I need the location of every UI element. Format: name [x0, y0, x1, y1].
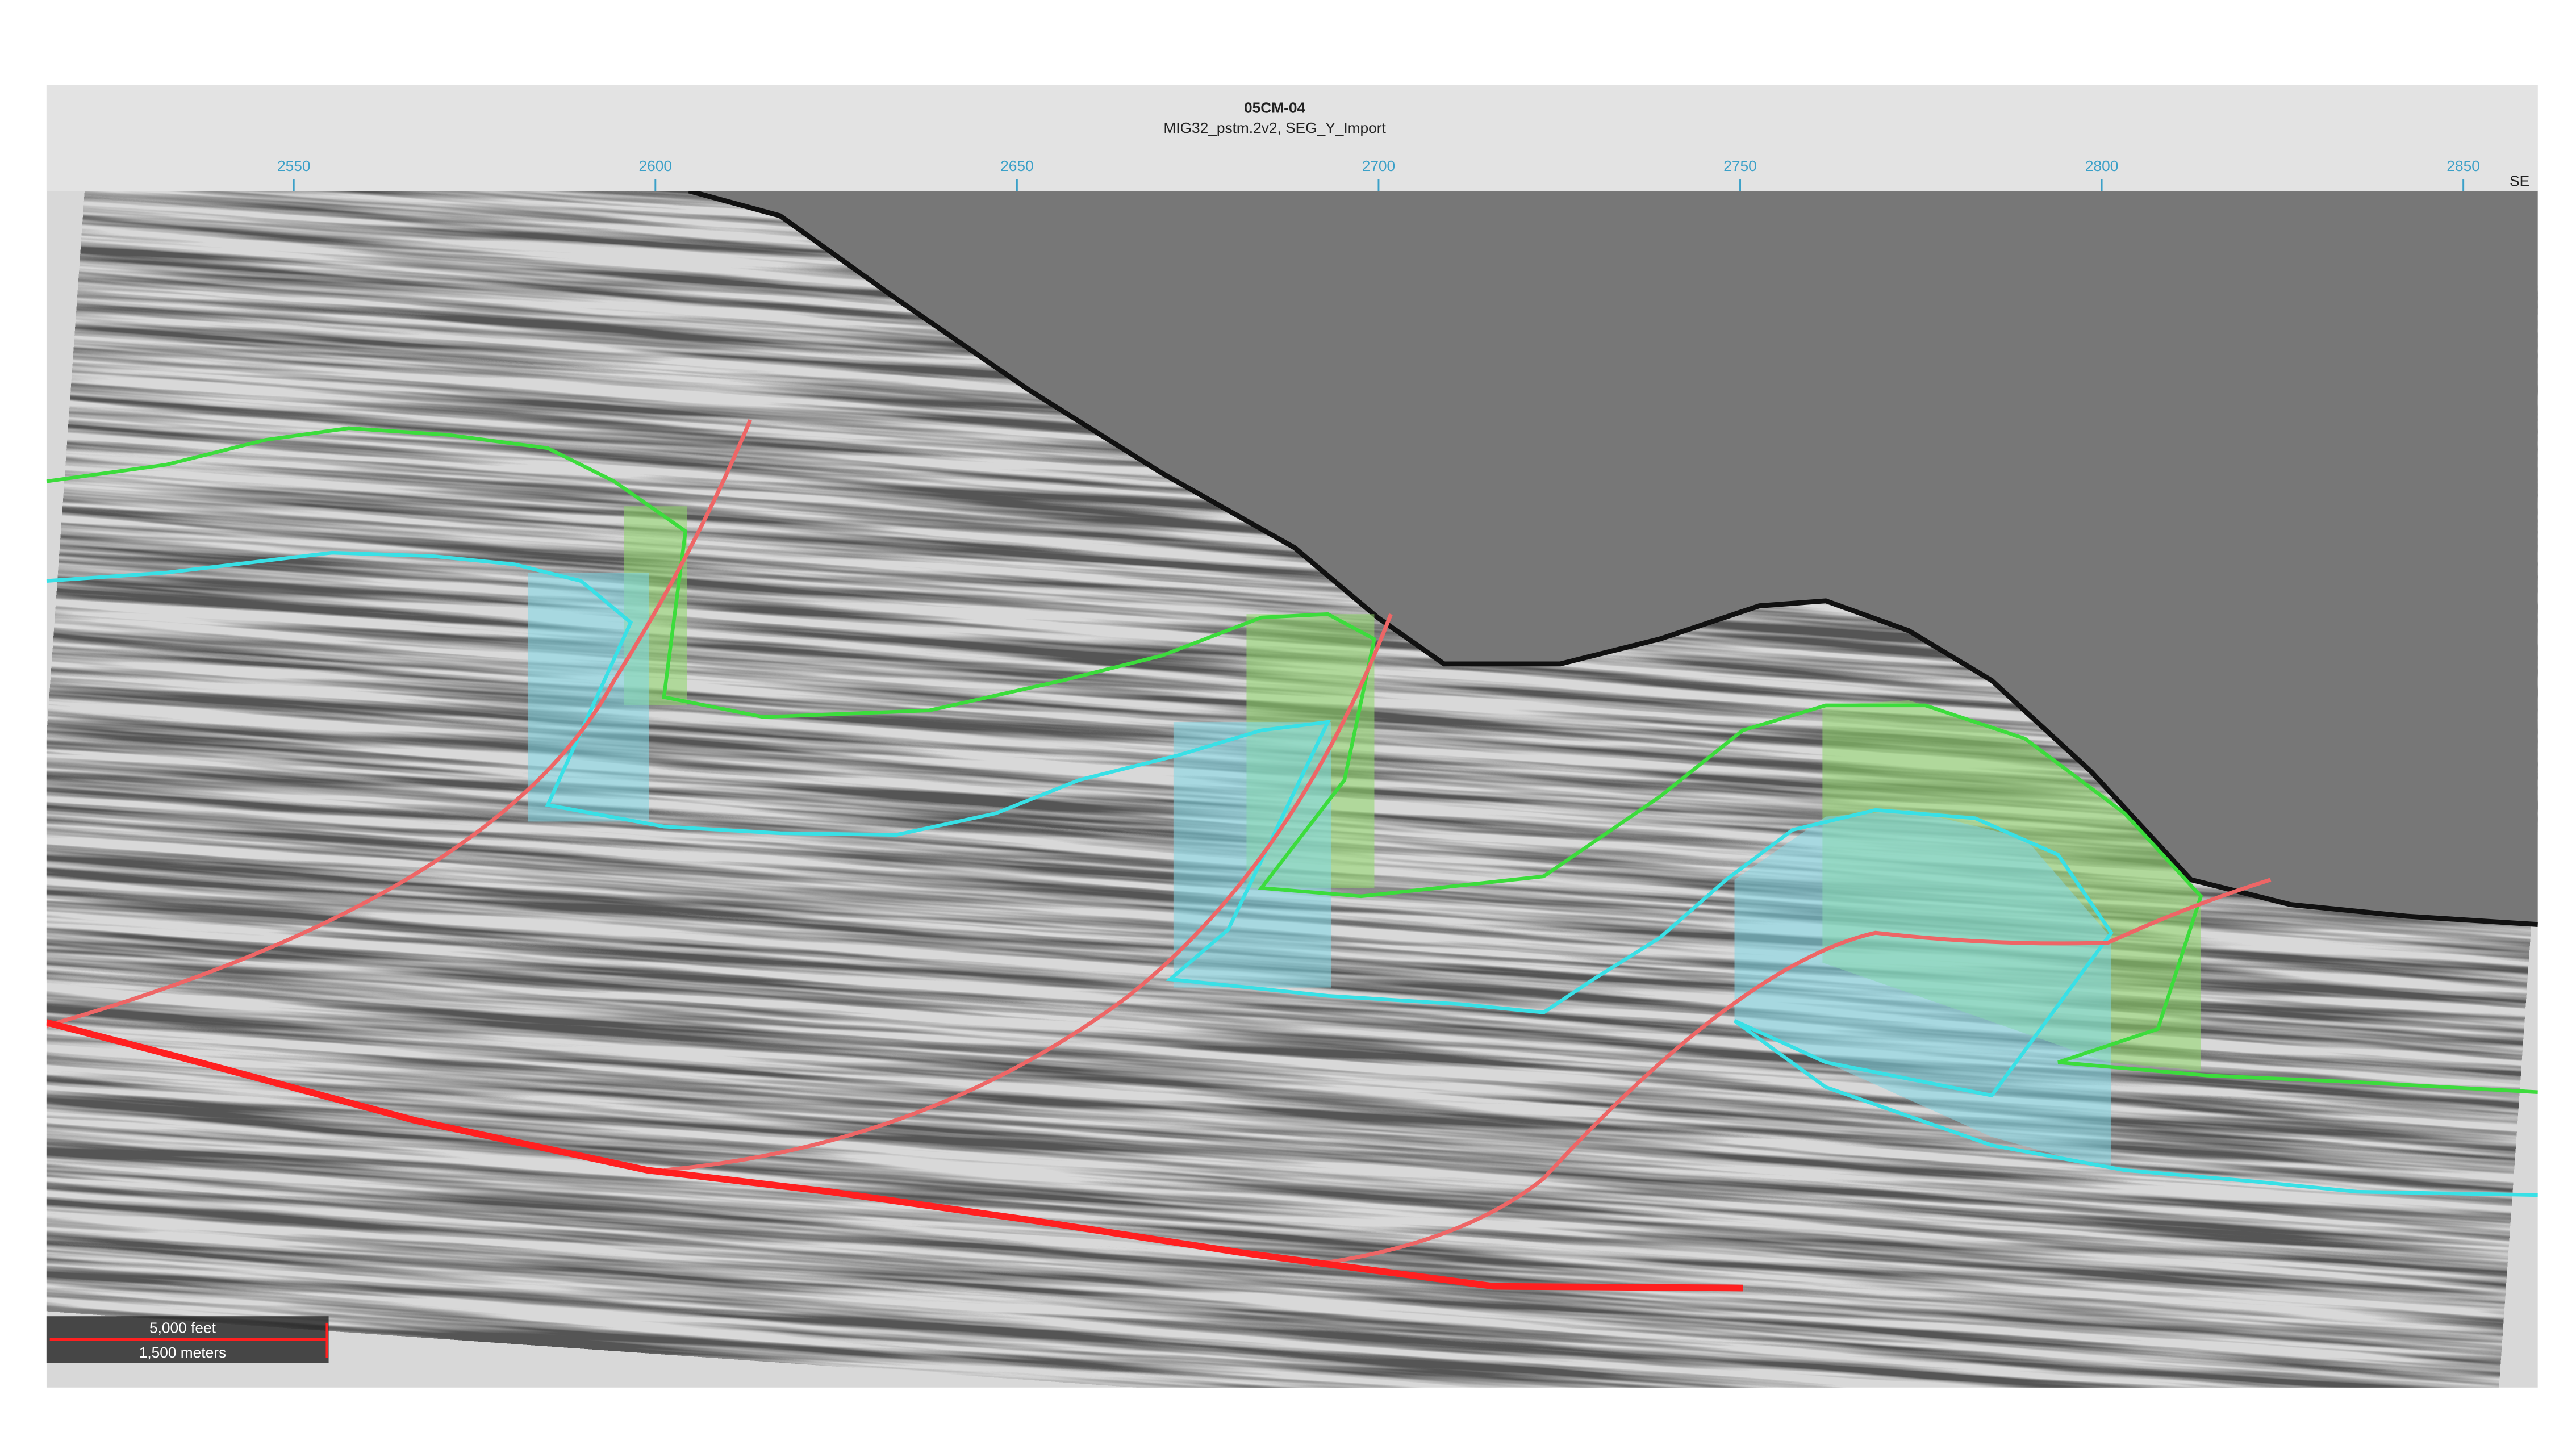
scale-feet: 5,000 feet [149, 1319, 216, 1336]
scale-meters: 1,500 meters [139, 1344, 226, 1361]
tick-label: 2550 [277, 157, 310, 174]
direction-label: SE [2510, 172, 2529, 189]
tick-label: 2800 [2085, 157, 2118, 174]
tick-label: 2700 [1362, 157, 1395, 174]
dataset-name: MIG32_pstm.2v2, SEG_Y_Import [1163, 119, 1386, 136]
scale-bar: 5,000 feet 1,500 meters [46, 1316, 329, 1363]
green-horizon [46, 426, 2538, 1094]
tick-label: 2650 [1000, 157, 1033, 174]
seafloor [688, 191, 2538, 927]
cyan-zone [1734, 809, 2111, 1171]
water-column [688, 191, 2538, 925]
fault [46, 419, 752, 1028]
basement-horizon [46, 1019, 1743, 1292]
tick-label: 2850 [2446, 157, 2479, 174]
fault [1310, 878, 2272, 1267]
fault [663, 613, 1393, 1172]
fault-zones [528, 506, 2201, 1171]
line-title: 05CM-04 [1244, 99, 1305, 116]
cyan-horizon [46, 550, 2538, 1197]
cyan-zone [528, 573, 649, 822]
header-bar [46, 85, 2538, 191]
tick-label: 2600 [639, 157, 672, 174]
tick-label: 2750 [1723, 157, 1756, 174]
seismic-panel [46, 191, 2538, 1388]
